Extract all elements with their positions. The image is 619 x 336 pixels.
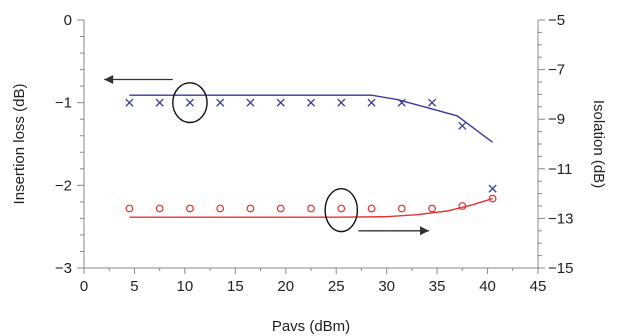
x-tick-label: 30 xyxy=(378,278,395,295)
series-1-x-marker xyxy=(428,98,437,107)
series-2-line xyxy=(129,197,493,218)
series-3-o-marker xyxy=(428,204,436,213)
series-2 xyxy=(129,197,493,218)
y-right-tick-label: −15 xyxy=(548,260,573,277)
y-right-tick-label: −13 xyxy=(548,210,573,227)
series-1-x-marker xyxy=(458,121,467,130)
series-1-x-marker xyxy=(246,98,255,107)
series-3-o-marker xyxy=(125,204,134,213)
series-1-x-marker xyxy=(216,98,225,107)
series-1-x-marker xyxy=(488,184,497,193)
series-1-x-marker xyxy=(367,98,376,107)
x-tick-label: 15 xyxy=(227,278,244,295)
series-3-o-marker xyxy=(367,204,376,213)
x-tick-label: 0 xyxy=(80,278,88,295)
x-tick-label: 20 xyxy=(277,278,294,295)
series-3-o-marker xyxy=(458,202,467,210)
series-layer xyxy=(125,94,497,218)
series-3-o-marker xyxy=(276,204,285,213)
annotation-arrow-head-1 xyxy=(104,75,114,85)
series-3-o-marker xyxy=(186,204,194,213)
annotation-layer xyxy=(104,75,430,236)
annotation-ellipse-2 xyxy=(324,187,359,233)
y-right-tick-label: −7 xyxy=(548,62,565,79)
y-axis-left-title: Insertion loss (dB) xyxy=(11,84,28,205)
series-0 xyxy=(129,94,494,143)
x-tick-label: 10 xyxy=(177,278,194,295)
series-3 xyxy=(125,194,497,213)
series-1-x-marker xyxy=(185,98,194,107)
series-1-x-marker xyxy=(155,98,164,107)
series-1-x-marker xyxy=(276,98,285,107)
series-3-o-marker xyxy=(337,204,346,213)
series-1-x-marker xyxy=(125,98,134,107)
series-0-line xyxy=(129,94,494,143)
series-3-o-marker xyxy=(397,204,406,213)
y-right-tick-label: −5 xyxy=(548,12,565,29)
y-left-tick-label: −1 xyxy=(55,95,72,112)
y-left-tick-label: −3 xyxy=(55,260,72,277)
y-left-tick-label: −2 xyxy=(55,177,72,194)
annotation-ellipse-0 xyxy=(172,82,208,124)
series-3-o-marker xyxy=(216,204,225,213)
y-right-tick-label: −11 xyxy=(548,161,572,178)
ticks: 0 5 10 15 20 25 30 35 40 45 0 −1 −2 −3 −5 −7 −9 −11 −13 −15 xyxy=(55,12,574,295)
annotation-arrow-head-3 xyxy=(420,226,430,236)
x-tick-label: 25 xyxy=(328,278,345,295)
x-axis-title: Pavs (dBm) xyxy=(272,318,350,335)
series-1-x-marker xyxy=(337,98,346,107)
y-left-tick-label: 0 xyxy=(64,12,72,29)
series-3-o-marker xyxy=(488,194,497,203)
x-tick-label: 5 xyxy=(130,278,138,295)
series-1-x-marker xyxy=(397,98,406,107)
series-3-o-marker xyxy=(307,204,315,213)
x-tick-label: 40 xyxy=(479,278,496,295)
x-tick-label: 45 xyxy=(530,278,547,295)
y-axis-right-title: Isolation (dB) xyxy=(590,100,607,188)
plot-frame xyxy=(83,20,539,269)
series-3-o-marker xyxy=(246,204,255,213)
y-right-tick-label: −9 xyxy=(548,111,565,128)
series-1 xyxy=(125,98,497,193)
series-1-x-marker xyxy=(306,98,316,107)
x-tick-label: 35 xyxy=(429,278,446,295)
series-3-o-marker xyxy=(155,204,164,213)
